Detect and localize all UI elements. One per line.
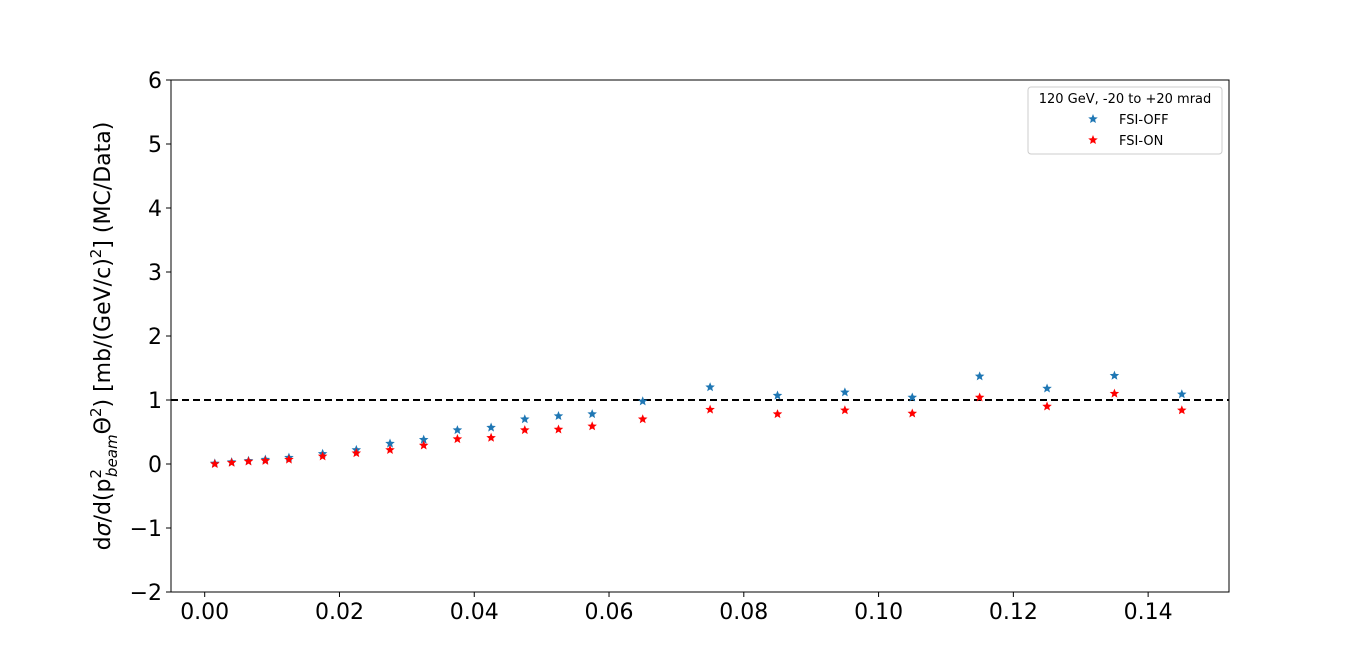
data-point-fsi-off — [486, 422, 496, 432]
legend-label-fsi-off: FSI-OFF — [1119, 113, 1169, 128]
data-point-fsi-off — [587, 409, 597, 419]
legend-star-fsi-on — [1088, 135, 1098, 145]
legend-label-fsi-on: FSI-ON — [1119, 134, 1163, 149]
x-tick-label: 0.08 — [719, 600, 768, 625]
data-points — [210, 370, 1187, 469]
data-point-fsi-on — [553, 424, 564, 434]
x-tick-label: 0.06 — [585, 600, 634, 625]
data-point-fsi-off — [840, 387, 850, 397]
y-tick-label: 0 — [148, 453, 162, 478]
y-tick-label: 6 — [148, 69, 162, 94]
legend-title: 120 GeV, -20 to +20 mrad — [1039, 92, 1212, 107]
y-tick-label: 5 — [148, 133, 162, 158]
data-point-fsi-on — [520, 425, 530, 435]
data-point-fsi-off — [907, 392, 918, 402]
data-point-fsi-on — [1177, 405, 1187, 415]
data-point-fsi-on — [486, 432, 496, 442]
y-tick-label: 1 — [148, 389, 162, 414]
y-tick-label: 4 — [148, 197, 162, 222]
data-point-fsi-on — [226, 457, 237, 467]
x-tick-label: 0.04 — [450, 600, 499, 625]
data-point-fsi-off — [385, 438, 395, 448]
data-point-fsi-on — [385, 444, 395, 454]
data-point-fsi-off — [520, 414, 530, 424]
legend: 120 GeV, -20 to +20 mrad FSI-OFF FSI-ON — [1027, 86, 1223, 155]
data-point-fsi-on — [1042, 401, 1052, 411]
x-tick-label: 0.12 — [989, 600, 1038, 625]
y-tick-label: −1 — [130, 517, 162, 542]
x-tick-label: 0.02 — [315, 600, 364, 625]
y-axis: −2 −1 0 1 2 3 4 5 6 — [130, 69, 171, 606]
x-tick-label: 0.14 — [1124, 600, 1173, 625]
data-point-fsi-on — [452, 434, 463, 444]
data-point-fsi-on — [351, 448, 362, 458]
data-point-fsi-on — [637, 414, 648, 424]
data-point-fsi-off — [705, 382, 715, 392]
data-point-fsi-off — [418, 434, 429, 444]
data-point-fsi-on — [418, 440, 429, 450]
data-point-fsi-on — [260, 455, 271, 465]
data-point-fsi-off — [772, 390, 783, 400]
data-point-fsi-on — [705, 404, 715, 414]
data-point-fsi-off — [637, 396, 648, 406]
legend-marker-fsi-on — [1088, 135, 1098, 145]
data-point-fsi-on — [587, 421, 597, 431]
x-tick-label: 0.00 — [180, 600, 229, 625]
plot-area — [171, 80, 1229, 592]
data-point-fsi-on — [840, 405, 850, 415]
y-axis-label: dσ/d(p2beamΘ2) [mb/(GeV/c)2] (MC/Data) — [87, 122, 121, 551]
legend-star-fsi-off — [1088, 114, 1098, 124]
data-point-fsi-off — [1109, 370, 1120, 380]
data-point-fsi-on — [210, 459, 220, 469]
data-point-fsi-on — [907, 408, 918, 418]
legend-box — [1027, 86, 1223, 155]
x-axis: 0.00 0.02 0.04 0.06 0.08 0.10 0.12 0.14 — [180, 592, 1173, 625]
data-point-fsi-on — [1109, 388, 1120, 398]
data-point-fsi-off — [553, 411, 564, 421]
y-tick-label: 2 — [148, 325, 162, 350]
y-tick-label: −2 — [130, 581, 162, 606]
x-tick-label: 0.10 — [854, 600, 903, 625]
y-tick-label: 3 — [148, 261, 162, 286]
data-point-fsi-off — [974, 371, 985, 381]
data-point-fsi-on — [772, 409, 783, 419]
data-point-fsi-off — [1177, 389, 1187, 399]
legend-marker-fsi-off — [1088, 114, 1098, 124]
data-point-fsi-off — [1042, 383, 1052, 393]
data-point-fsi-on — [974, 392, 985, 402]
data-point-fsi-on — [284, 454, 294, 464]
data-point-fsi-on — [317, 451, 328, 461]
data-point-fsi-on — [243, 456, 254, 466]
data-point-fsi-off — [452, 425, 463, 435]
